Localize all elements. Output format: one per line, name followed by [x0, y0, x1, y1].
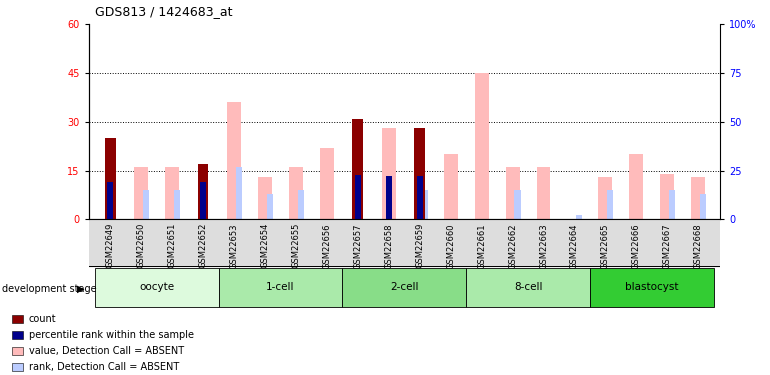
Bar	[353, 118, 363, 219]
Text: GSM22655: GSM22655	[291, 223, 300, 268]
Bar	[506, 167, 520, 219]
Bar	[466, 268, 590, 307]
Bar	[198, 164, 209, 219]
Text: GSM22663: GSM22663	[539, 223, 548, 269]
Text: GSM22667: GSM22667	[663, 223, 672, 269]
Text: GSM22650: GSM22650	[136, 223, 146, 268]
Text: rank, Detection Call = ABSENT: rank, Detection Call = ABSENT	[29, 362, 179, 372]
Text: GSM22664: GSM22664	[570, 223, 579, 268]
Text: GSM22656: GSM22656	[323, 223, 331, 268]
Bar	[474, 73, 489, 219]
Text: GSM22659: GSM22659	[415, 223, 424, 268]
Bar	[143, 190, 149, 219]
Bar	[691, 177, 705, 219]
Text: blastocyst: blastocyst	[625, 282, 678, 292]
Text: GSM22668: GSM22668	[694, 223, 703, 269]
Text: 1-cell: 1-cell	[266, 282, 295, 292]
Text: value, Detection Call = ABSENT: value, Detection Call = ABSENT	[29, 346, 184, 356]
Bar	[386, 177, 392, 219]
Bar	[12, 315, 23, 323]
Text: GSM22651: GSM22651	[168, 223, 176, 268]
Bar	[590, 268, 714, 307]
Bar	[700, 194, 706, 219]
Bar	[576, 216, 582, 219]
Text: GSM22653: GSM22653	[229, 223, 239, 268]
Bar	[414, 128, 425, 219]
Bar	[219, 268, 343, 307]
Text: GSM22657: GSM22657	[353, 223, 363, 268]
Bar	[12, 331, 23, 339]
Text: GSM22661: GSM22661	[477, 223, 486, 268]
Bar	[444, 154, 457, 219]
Text: ▶: ▶	[77, 284, 85, 294]
Bar	[95, 268, 219, 307]
Bar	[200, 182, 206, 219]
Bar	[105, 138, 116, 219]
Bar	[320, 148, 334, 219]
Text: GSM22665: GSM22665	[601, 223, 610, 268]
Bar	[12, 363, 23, 370]
Bar	[355, 174, 360, 219]
Bar	[629, 154, 644, 219]
Text: GSM22654: GSM22654	[260, 223, 269, 268]
Text: 2-cell: 2-cell	[390, 282, 419, 292]
Bar	[266, 194, 273, 219]
Text: oocyte: oocyte	[139, 282, 174, 292]
Bar	[298, 190, 304, 219]
Bar	[236, 167, 242, 219]
Bar	[421, 190, 427, 219]
Text: GSM22660: GSM22660	[446, 223, 455, 268]
Bar	[417, 177, 423, 219]
Bar	[343, 268, 466, 307]
Text: GSM22662: GSM22662	[508, 223, 517, 268]
Bar	[12, 347, 23, 355]
Text: development stage: development stage	[2, 284, 96, 294]
Text: GDS813 / 1424683_at: GDS813 / 1424683_at	[95, 5, 233, 18]
Bar	[669, 190, 675, 219]
Bar	[382, 128, 396, 219]
Text: GSM22666: GSM22666	[632, 223, 641, 269]
Bar	[108, 182, 113, 219]
Bar	[608, 190, 614, 219]
Bar	[227, 102, 241, 219]
Bar	[174, 190, 180, 219]
Bar	[165, 167, 179, 219]
Bar	[258, 177, 272, 219]
Text: count: count	[29, 314, 56, 324]
Text: GSM22649: GSM22649	[105, 223, 115, 268]
Bar	[289, 167, 303, 219]
Text: GSM22658: GSM22658	[384, 223, 393, 268]
Text: GSM22652: GSM22652	[199, 223, 208, 268]
Bar	[514, 190, 521, 219]
Bar	[598, 177, 612, 219]
Text: percentile rank within the sample: percentile rank within the sample	[29, 330, 194, 340]
Bar	[661, 174, 675, 219]
Text: 8-cell: 8-cell	[514, 282, 542, 292]
Bar	[537, 167, 551, 219]
Bar	[134, 167, 148, 219]
